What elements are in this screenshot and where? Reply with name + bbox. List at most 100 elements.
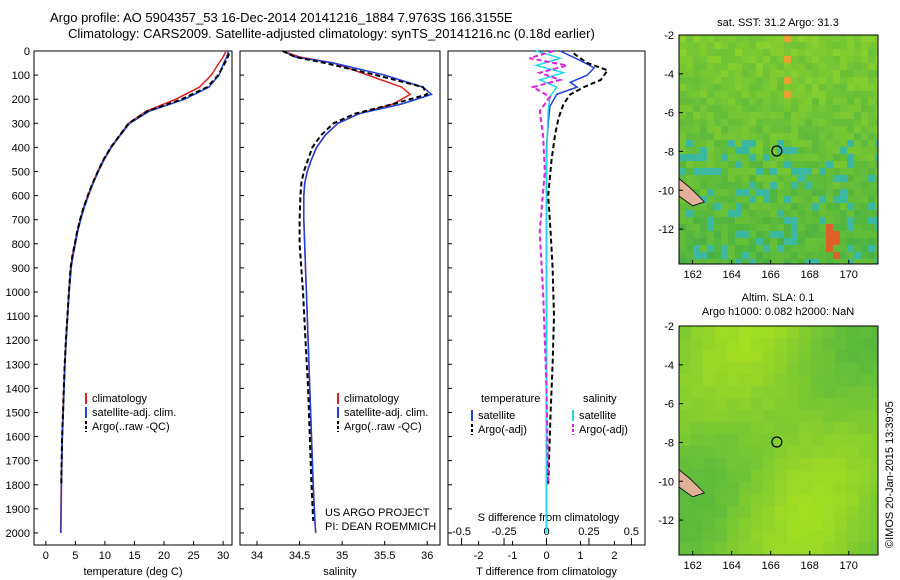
map-x-tick-label: 170 [840, 560, 858, 572]
sst-cell [784, 217, 792, 225]
sst-cell [721, 112, 729, 120]
sst-cell [791, 105, 799, 113]
sla-cell [823, 434, 836, 447]
sla-cell [787, 494, 800, 507]
sst-cell [721, 126, 729, 134]
sst-cell [861, 189, 869, 197]
sst-cell [728, 210, 736, 218]
sst-cell [812, 98, 820, 106]
sla-cell [823, 386, 836, 399]
sla-cell [859, 350, 872, 363]
x-tick-label: 2 [611, 550, 617, 562]
sst-cell [791, 63, 799, 71]
sst-cell [735, 112, 743, 120]
sst-cell [700, 161, 708, 169]
sst-cell [679, 49, 687, 57]
sst-cell [854, 140, 862, 148]
sst-cell [826, 70, 834, 78]
sst-cell [854, 259, 862, 264]
sla-cell [739, 350, 752, 363]
sst-cell [728, 77, 736, 85]
x-tick-label: 34.5 [289, 550, 310, 562]
sst-cell [756, 140, 764, 148]
sst-cell [749, 140, 757, 148]
sst-cell [840, 154, 848, 162]
sst-cell [714, 252, 722, 260]
sla-cell [835, 422, 848, 435]
sla-cell [763, 362, 776, 375]
sst-cell [861, 238, 869, 246]
sst-cell [826, 154, 834, 162]
sst-cell [742, 56, 750, 64]
sst-cell [784, 126, 792, 134]
sst-cell [868, 98, 876, 106]
sst-cell [721, 91, 729, 99]
x-tick-label: 30 [217, 550, 229, 562]
sst-cell [875, 154, 878, 162]
sst-cell [861, 35, 869, 43]
sst-cell [763, 133, 771, 141]
sla-cell [715, 518, 728, 531]
sst-cell [700, 147, 708, 155]
sst-cell [756, 49, 764, 57]
sla-cell [751, 350, 764, 363]
map-x-tick-label: 168 [801, 269, 819, 281]
sst-cell [819, 56, 827, 64]
sst-cell [805, 147, 813, 155]
sla-cell [739, 518, 752, 531]
sst-cell [714, 203, 722, 211]
sst-cell [686, 77, 694, 85]
sst-cell [812, 119, 820, 127]
sla-cell [715, 326, 728, 339]
sla-cell [799, 506, 812, 519]
sst-cell [714, 63, 722, 71]
sla-cell [775, 422, 788, 435]
sst-cell [833, 210, 841, 218]
sst-cell [833, 231, 841, 239]
sla-cell [775, 362, 788, 375]
sst-cell [679, 217, 687, 225]
sst-cell [840, 189, 848, 197]
sla-cell [691, 326, 704, 339]
sst-cell [735, 203, 743, 211]
sla-cell [871, 542, 878, 555]
series-line [529, 50, 568, 485]
sst-cell [770, 161, 778, 169]
sst-cell [854, 119, 862, 127]
sla-cell [715, 362, 728, 375]
sla-cell [691, 422, 704, 435]
x-tick-label: 10 [99, 550, 111, 562]
sla-cell [679, 386, 692, 399]
sst-cell [847, 70, 855, 78]
sla-cell [703, 374, 716, 387]
sst-cell [833, 161, 841, 169]
sst-cell [735, 252, 743, 260]
sst-cell [728, 196, 736, 204]
sst-cell [798, 182, 806, 190]
sst-cell [679, 126, 687, 134]
x-axis-label: temperature (deg C) [83, 566, 182, 578]
sst-cell [777, 42, 785, 50]
sst-cell [812, 182, 820, 190]
sst-cell [791, 112, 799, 120]
sst-cell [875, 175, 878, 183]
sst-cell [833, 168, 841, 176]
sst-cell [840, 217, 848, 225]
sst-cell [777, 140, 785, 148]
sst-cell [847, 252, 855, 260]
sst-cell [875, 252, 878, 260]
sla-cell [751, 530, 764, 543]
sst-cell [833, 42, 841, 50]
sst-cell [756, 63, 764, 71]
sst-cell [784, 168, 792, 176]
sst-cell [728, 56, 736, 64]
sst-cell [784, 133, 792, 141]
sla-cell [691, 362, 704, 375]
sst-cell [812, 133, 820, 141]
sst-cell [756, 175, 764, 183]
sst-cell [784, 196, 792, 204]
sla-cell [799, 434, 812, 447]
sst-cell [812, 84, 820, 92]
sst-cell [756, 133, 764, 141]
sst-cell [868, 133, 876, 141]
